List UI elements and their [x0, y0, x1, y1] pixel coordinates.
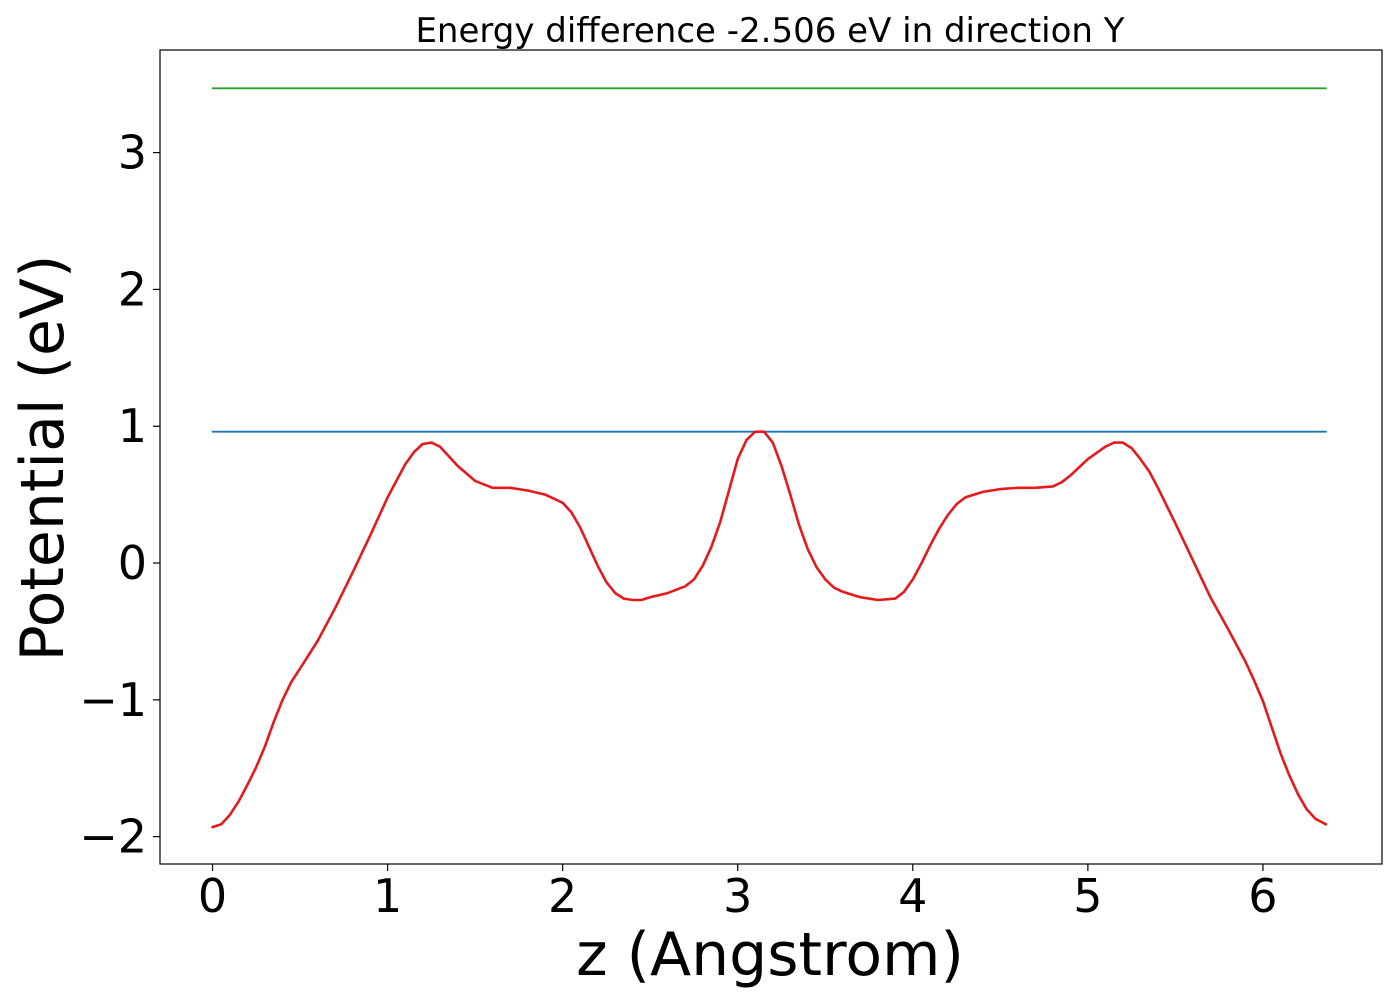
- x-tick-label: 0: [198, 869, 227, 923]
- x-tick-label: 1: [373, 869, 402, 923]
- x-axis: 0 1 2 3 4 5 6: [198, 864, 1278, 923]
- x-tick-label: 3: [723, 869, 752, 923]
- y-tick-label: 3: [118, 126, 147, 180]
- plot-frame: [159, 49, 1383, 865]
- x-tick-label: 2: [548, 869, 577, 923]
- series-layer: [211, 87, 1328, 829]
- y-axis: −2 −1 0 1 2 3: [79, 126, 160, 864]
- x-tick-label: 5: [1073, 869, 1102, 923]
- x-axis-label: z (Angstrom): [576, 920, 964, 990]
- y-axis-label: Potential (eV): [8, 255, 78, 662]
- y-tick-label: 1: [118, 399, 147, 453]
- series-line-3: [211, 430, 1328, 829]
- y-tick-label: −1: [79, 673, 147, 727]
- y-tick-label: 0: [118, 536, 147, 590]
- y-tick-label: −2: [79, 810, 147, 864]
- chart-title: Energy difference -2.506 eV in direction…: [415, 11, 1124, 51]
- x-tick-label: 4: [898, 869, 927, 923]
- y-tick-label: 2: [118, 262, 147, 316]
- x-tick-label: 6: [1248, 869, 1277, 923]
